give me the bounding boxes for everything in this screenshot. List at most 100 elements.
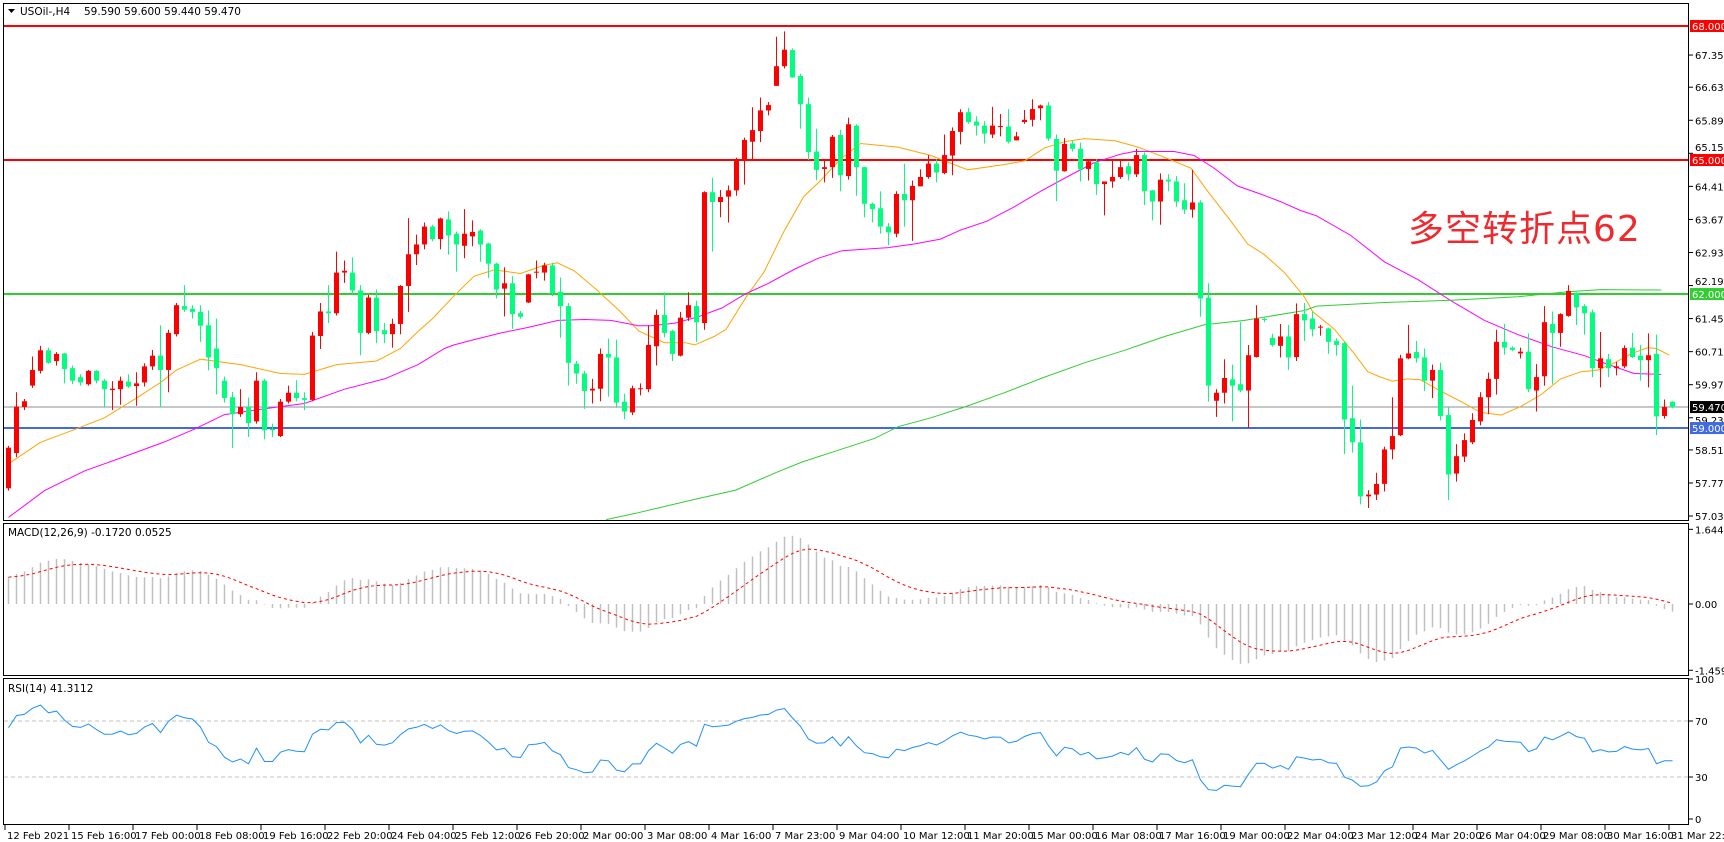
candle <box>302 392 307 411</box>
candle-body <box>334 272 339 314</box>
candle-body <box>1550 323 1555 333</box>
candle <box>1038 104 1043 121</box>
macd-panel[interactable] <box>3 523 1689 676</box>
candle-body <box>430 226 435 240</box>
candle-body <box>870 203 875 210</box>
candle <box>1486 372 1491 415</box>
candle <box>494 262 499 299</box>
price-plot-area <box>4 25 1688 520</box>
candle-body <box>1470 419 1475 443</box>
annotation-text[interactable]: 多空转折点62 <box>1408 209 1641 250</box>
candle-body <box>86 370 91 385</box>
candle <box>1262 317 1267 323</box>
candle <box>1086 159 1091 181</box>
candle <box>742 137 747 185</box>
candle-body <box>798 76 803 105</box>
candle-body <box>350 272 355 291</box>
candle-body <box>374 297 379 332</box>
rsi-axis-label: 70 <box>1695 717 1708 728</box>
candle-body <box>958 112 963 132</box>
candle <box>718 189 723 218</box>
candle <box>1382 446 1387 492</box>
candle <box>614 339 619 408</box>
candle <box>710 177 715 252</box>
candle-body <box>974 121 979 126</box>
candle <box>190 305 195 319</box>
candle <box>1510 346 1515 352</box>
candle <box>1318 324 1323 336</box>
candle-body <box>422 226 427 245</box>
candle-body <box>1046 105 1051 139</box>
candle-body <box>406 254 411 286</box>
candle-body <box>1238 384 1243 391</box>
candle <box>1462 433 1467 462</box>
candle <box>1566 285 1571 317</box>
time-tick-label: 30 Mar 16:00 <box>1607 831 1674 842</box>
candle <box>1630 332 1635 358</box>
candle <box>982 121 987 144</box>
macd-signal-line <box>8 548 1673 655</box>
candle <box>1438 362 1443 421</box>
candle <box>406 218 411 312</box>
candle <box>526 273 531 303</box>
candle <box>1638 344 1643 381</box>
candle <box>358 285 363 356</box>
candle-body <box>1414 352 1419 359</box>
candle <box>1286 324 1291 370</box>
price-tick-label: 65.150 <box>1695 143 1724 154</box>
candle <box>238 389 243 417</box>
candle-body <box>1454 456 1459 474</box>
dropdown-triangle-icon[interactable] <box>8 9 15 13</box>
candle-body <box>950 130 955 156</box>
candle-body <box>254 380 259 422</box>
rsi-plot-area <box>4 704 1688 791</box>
rsi-axis-label: 100 <box>1695 675 1714 686</box>
candle <box>1606 353 1611 378</box>
price-tag <box>1690 20 1724 32</box>
candle-body <box>1318 326 1323 328</box>
candle <box>750 107 755 161</box>
candle-body <box>998 126 1003 128</box>
candle-body <box>982 125 987 134</box>
candle-body <box>1030 109 1035 120</box>
candle <box>1302 302 1307 341</box>
candle <box>1430 364 1435 399</box>
price-tag <box>1690 288 1724 301</box>
candle <box>1054 134 1059 202</box>
candle-body <box>486 243 491 264</box>
price-tag-label: 59.000 <box>1692 424 1724 435</box>
candle-body <box>342 270 347 273</box>
candle <box>1550 311 1555 385</box>
candle <box>926 155 931 179</box>
candle <box>1326 327 1331 354</box>
price-tick-label: 57.770 <box>1695 479 1724 490</box>
candle-body <box>1198 202 1203 299</box>
candle-body <box>1302 314 1307 321</box>
candle <box>1526 333 1531 393</box>
candle-body <box>1142 155 1147 192</box>
candle <box>502 267 507 317</box>
candle-body <box>1118 167 1123 177</box>
candle-body <box>1150 190 1155 202</box>
moving-average-line <box>8 151 1662 518</box>
rsi-label: RSI(14) 41.3112 <box>8 683 93 695</box>
candle-body <box>1662 407 1667 416</box>
candle <box>318 302 323 349</box>
candle-body <box>638 388 643 390</box>
candle-body <box>510 283 515 315</box>
time-tick-label: 24 Mar 20:00 <box>1415 831 1482 842</box>
time-tick-label: 22 Mar 04:00 <box>1287 831 1354 842</box>
candle <box>1614 361 1619 376</box>
price-tick-label: 63.670 <box>1695 215 1724 226</box>
candle-body <box>518 313 523 317</box>
candle-body <box>1254 318 1259 358</box>
time-tick-label: 17 Mar 16:00 <box>1159 831 1226 842</box>
candle <box>366 294 371 335</box>
candle-body <box>1654 353 1659 417</box>
candle <box>934 159 939 183</box>
candle-body <box>54 353 59 362</box>
rsi-panel[interactable] <box>3 678 1689 825</box>
candle <box>1222 359 1227 404</box>
main-chart-panel[interactable] <box>3 3 1689 521</box>
